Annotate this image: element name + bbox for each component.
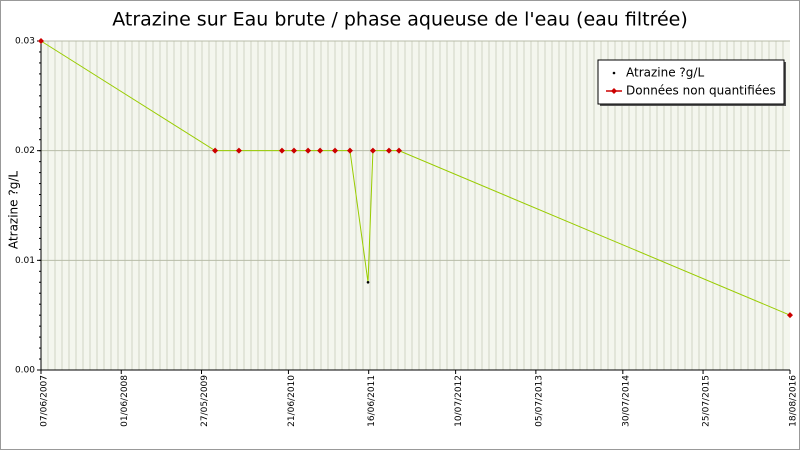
chart-title: Atrazine sur Eau brute / phase aqueuse d… (112, 9, 688, 31)
x-tick-label: 27/05/2009 (200, 375, 210, 427)
non-quantified-marker (235, 147, 242, 154)
y-axis-label: Atrazine ?g/L (7, 171, 21, 249)
legend-marker (612, 71, 616, 75)
legend-box (597, 59, 785, 105)
legend-label: Atrazine ?g/L (626, 66, 704, 80)
y-tick-label: 0.02 (15, 146, 35, 156)
non-quantified-marker (385, 147, 392, 154)
x-tick-label: 01/06/2008 (120, 375, 130, 427)
legend-marker (611, 88, 617, 94)
non-quantified-marker (212, 147, 219, 154)
non-quantified-marker (346, 147, 353, 154)
non-quantified-marker (38, 38, 44, 44)
y-tick-label: 0.03 (15, 37, 35, 47)
non-quantified-marker (278, 147, 285, 154)
x-tick-label: 07/06/2007 (40, 375, 50, 427)
x-tick-label: 10/07/2012 (454, 375, 464, 427)
non-quantified-marker (396, 147, 403, 154)
non-quantified-marker (332, 147, 339, 154)
legend-label: Données non quantifiées (626, 84, 776, 98)
y-tick-label: 0.00 (15, 366, 35, 376)
data-point (366, 280, 370, 284)
x-tick-label: 16/06/2011 (367, 375, 377, 427)
x-tick-label: 18/08/2016 (789, 375, 799, 427)
x-tick-label: 30/07/2014 (621, 375, 631, 427)
non-quantified-marker (291, 147, 298, 154)
non-quantified-marker (369, 147, 376, 154)
non-quantified-marker (317, 147, 324, 154)
non-quantified-marker (787, 312, 793, 319)
x-tick-label: 25/07/2015 (702, 375, 712, 427)
non-quantified-marker (305, 147, 312, 154)
y-tick-label: 0.01 (15, 256, 35, 266)
x-tick-label: 05/07/2013 (534, 375, 544, 427)
x-tick-label: 21/06/2010 (287, 375, 297, 427)
